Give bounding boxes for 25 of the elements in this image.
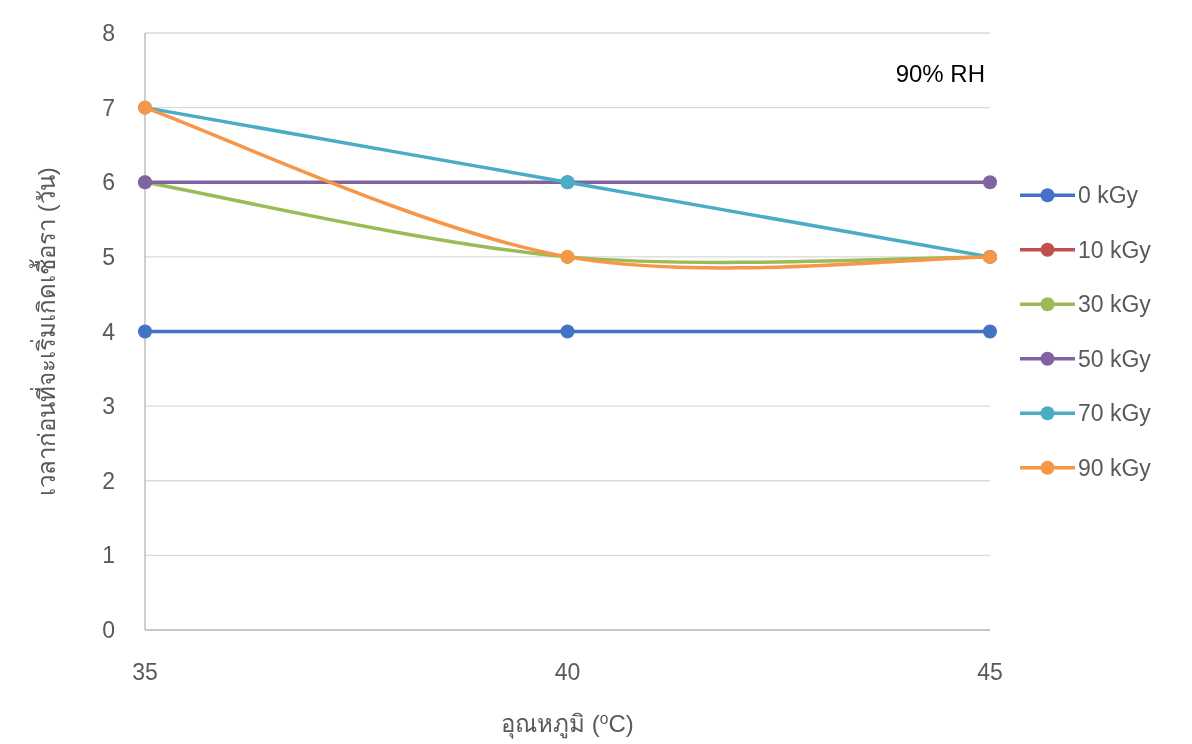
legend-label: 30 kGy	[1078, 291, 1152, 318]
legend-label: 0 kGy	[1078, 182, 1139, 209]
x-axis-title: อุณหภูมิ ($^{o}$C)	[501, 709, 634, 739]
point	[560, 324, 575, 339]
y-tick-label: 4	[102, 318, 116, 345]
y-tick-label: 5	[102, 243, 115, 270]
annotation: 90% RH	[895, 60, 985, 87]
x-tick-label: 40	[554, 659, 581, 685]
point	[983, 324, 997, 339]
y-tick-label: 1	[102, 542, 115, 569]
y-tick-label: 0	[102, 617, 115, 643]
legend-label: 70 kGy	[1078, 400, 1152, 427]
x-tick-label: 45	[977, 659, 1003, 685]
point	[983, 175, 997, 190]
y-tick-label: 3	[102, 393, 115, 420]
legend-label: 50 kGy	[1078, 345, 1152, 372]
y-tick-label: 7	[102, 94, 115, 121]
x-tick-label: 35	[132, 659, 158, 685]
legend-label: 90 kGy	[1078, 454, 1152, 481]
y-tick-label: 2	[102, 467, 115, 494]
y-axis-title: เวลาก่อนที่จะเริ่มเกิดเชื้อรา (วัน)	[29, 167, 60, 496]
legend-label: 10 kGy	[1078, 236, 1152, 263]
point	[138, 324, 152, 339]
y-tick-label: 8	[102, 20, 115, 46]
y-tick-label: 6	[102, 169, 115, 196]
